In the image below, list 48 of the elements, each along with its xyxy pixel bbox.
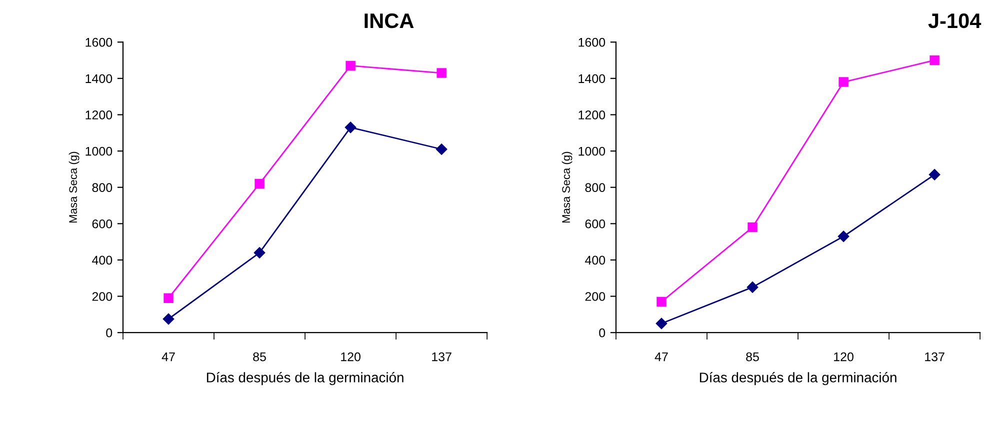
y-tick-label: 0 <box>106 328 112 338</box>
x-tick-label: 47 <box>162 352 175 362</box>
x-tick-label: 137 <box>925 352 944 362</box>
point <box>254 247 266 258</box>
point <box>746 282 758 293</box>
y-tick-label: 800 <box>92 183 112 192</box>
x-tick-label: 120 <box>834 352 854 362</box>
x-tick-label: 85 <box>746 352 759 362</box>
y-tick-label: 1200 <box>578 110 606 120</box>
point <box>656 296 666 307</box>
y-tick-label: 600 <box>92 219 112 228</box>
point <box>838 77 848 87</box>
point <box>928 169 940 180</box>
point <box>930 55 940 66</box>
y-tick-label: 1000 <box>578 146 606 156</box>
point <box>436 68 446 78</box>
x-tick-label: 47 <box>654 352 668 362</box>
point <box>344 122 356 134</box>
y-tick-label: 600 <box>585 219 606 228</box>
chart-title: J-104 <box>928 13 982 28</box>
y-tick-label: 1200 <box>86 110 112 120</box>
point <box>656 318 668 330</box>
point <box>254 178 264 189</box>
y-tick-label: 800 <box>585 183 606 192</box>
y-tick-label: 200 <box>92 292 112 301</box>
point <box>748 222 758 232</box>
x-tick-label: 120 <box>341 352 360 362</box>
point <box>162 313 174 325</box>
y-axis-title: Masa Seca (g) <box>68 152 80 223</box>
point <box>346 60 356 71</box>
y-tick-label: 400 <box>585 256 606 265</box>
point <box>838 230 850 242</box>
y-tick-label: 1600 <box>578 38 606 47</box>
x-tick-label: 85 <box>253 352 266 362</box>
y-tick-label: 200 <box>585 292 606 301</box>
y-tick-label: 0 <box>599 328 606 338</box>
x-axis-title: Días después de la germinación <box>206 372 404 386</box>
y-tick-label: 1400 <box>86 74 112 84</box>
y-tick-label: 1600 <box>86 38 112 47</box>
point <box>164 293 174 303</box>
x-tick-label: 137 <box>432 352 452 362</box>
x-axis-title: Días después de la germinación <box>700 372 896 386</box>
y-tick-label: 1400 <box>578 74 606 84</box>
y-tick-label: 400 <box>92 256 112 265</box>
y-tick-label: 1000 <box>86 146 112 156</box>
point <box>436 144 448 155</box>
chart-title: INCA <box>364 13 414 28</box>
y-axis-title: Masa Seca (g) <box>562 152 572 223</box>
